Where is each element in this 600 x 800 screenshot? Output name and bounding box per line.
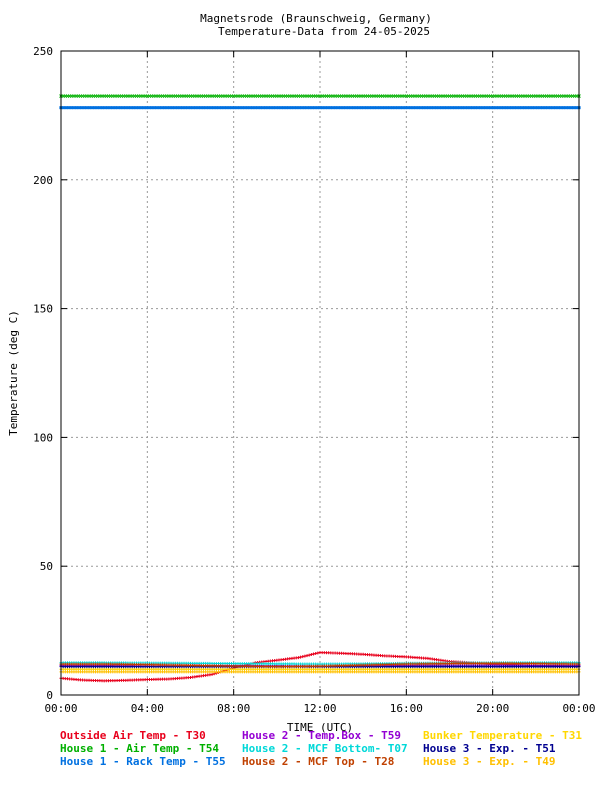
data-point <box>210 672 214 676</box>
y-tick-label: 150 <box>33 303 53 316</box>
series-T54 <box>59 94 581 98</box>
axis-ticks: 0 50 100 150 200 250 00:00 04:00 08:00 12:00 16:00… <box>33 45 595 715</box>
legend-entry: Outside Air Temp - T30 <box>60 729 206 742</box>
y-tick-label: 100 <box>33 431 53 444</box>
data-point <box>312 652 316 656</box>
data-point <box>305 654 309 658</box>
data-point <box>303 654 307 658</box>
x-tick-label: 12:00 <box>303 702 336 715</box>
data-point <box>314 652 318 656</box>
x-axis-label: TIME (UTC) <box>287 721 353 734</box>
data-point <box>307 653 311 657</box>
legend-entry: House 1 - Rack Temp - T55 <box>60 755 226 768</box>
x-tick-label: 20:00 <box>476 702 509 715</box>
x-tick-label: 08:00 <box>217 702 250 715</box>
data-point <box>296 656 300 660</box>
legend-entry: House 2 - Temp.Box - T59 <box>242 729 401 742</box>
legend-entry: House 2 - MCF Bottom- T07 <box>242 742 408 755</box>
x-tick-label: 00:00 <box>44 702 77 715</box>
data-point <box>316 651 320 655</box>
series-T31 <box>59 667 581 671</box>
chart-subtitle: Temperature-Data from 24-05-2025 <box>218 25 430 38</box>
legend-entry: House 2 - MCF Top - T28 <box>242 755 394 768</box>
grid-lines <box>61 51 579 695</box>
data-point <box>299 655 303 659</box>
x-tick-label: 04:00 <box>131 702 164 715</box>
x-tick-label: 00:00 <box>562 702 595 715</box>
data-point <box>301 655 305 659</box>
y-tick-label: 50 <box>40 560 53 573</box>
legend-entry: House 3 - Exp. - T49 <box>423 755 555 768</box>
y-tick-label: 250 <box>33 45 53 58</box>
data-marks <box>59 94 581 683</box>
legend-entry: House 3 - Exp. - T51 <box>423 742 556 755</box>
series-T49 <box>59 670 581 674</box>
series-T28 <box>59 661 581 669</box>
y-axis-label: Temperature (deg C) <box>7 310 20 436</box>
y-tick-label: 200 <box>33 174 53 187</box>
legend-entry: Bunker Temperature - T31 <box>423 729 582 742</box>
x-tick-label: 16:00 <box>390 702 423 715</box>
legend: Outside Air Temp - T30 House 2 - Temp.Box… <box>60 729 582 768</box>
legend-entry: House 1 - Air Temp - T54 <box>60 742 219 755</box>
y-tick-label: 0 <box>46 689 53 702</box>
chart-title: Magnetsrode (Braunschweig, Germany) <box>200 12 432 25</box>
data-point <box>309 653 313 657</box>
